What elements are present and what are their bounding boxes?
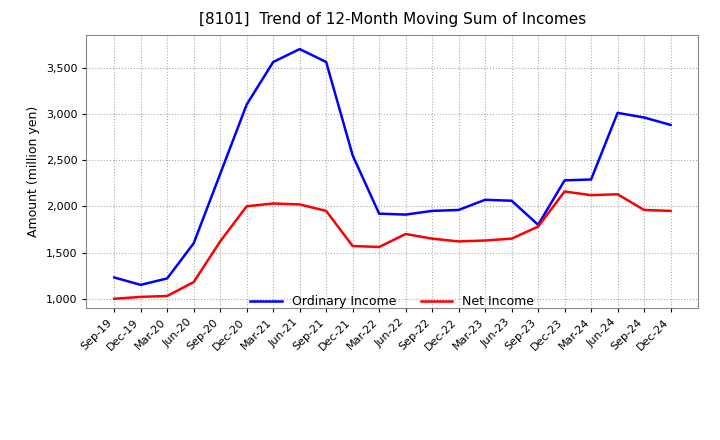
Net Income (110, 296, 119, 301)
Ordinary Income (613, 110, 622, 116)
Net Income (481, 238, 490, 243)
Ordinary Income (375, 211, 384, 216)
Ordinary Income (560, 178, 569, 183)
Ordinary Income (428, 208, 436, 213)
Net Income (243, 204, 251, 209)
Ordinary Income (587, 177, 595, 182)
Ordinary Income (216, 171, 225, 176)
Ordinary Income (348, 153, 357, 158)
Net Income (587, 193, 595, 198)
Line: Ordinary Income: Ordinary Income (114, 49, 670, 285)
Legend: Ordinary Income, Net Income: Ordinary Income, Net Income (246, 290, 539, 313)
Net Income (163, 293, 171, 299)
Net Income (454, 239, 463, 244)
Net Income (295, 202, 304, 207)
Ordinary Income (666, 122, 675, 128)
Net Income (534, 224, 542, 229)
Net Income (428, 236, 436, 241)
Title: [8101]  Trend of 12-Month Moving Sum of Incomes: [8101] Trend of 12-Month Moving Sum of I… (199, 12, 586, 27)
Net Income (136, 294, 145, 300)
Net Income (216, 239, 225, 244)
Ordinary Income (163, 276, 171, 281)
Ordinary Income (295, 47, 304, 52)
Y-axis label: Amount (million yen): Amount (million yen) (27, 106, 40, 237)
Net Income (189, 279, 198, 285)
Ordinary Income (322, 59, 330, 65)
Net Income (375, 244, 384, 249)
Net Income (322, 208, 330, 213)
Ordinary Income (640, 115, 649, 120)
Ordinary Income (189, 241, 198, 246)
Net Income (508, 236, 516, 241)
Ordinary Income (136, 282, 145, 287)
Ordinary Income (243, 102, 251, 107)
Net Income (348, 243, 357, 249)
Ordinary Income (508, 198, 516, 203)
Net Income (640, 207, 649, 213)
Ordinary Income (110, 275, 119, 280)
Line: Net Income: Net Income (114, 191, 670, 299)
Net Income (613, 191, 622, 197)
Ordinary Income (454, 207, 463, 213)
Ordinary Income (401, 212, 410, 217)
Ordinary Income (534, 222, 542, 227)
Net Income (560, 189, 569, 194)
Ordinary Income (481, 197, 490, 202)
Ordinary Income (269, 59, 277, 65)
Net Income (666, 208, 675, 213)
Net Income (269, 201, 277, 206)
Net Income (401, 231, 410, 237)
